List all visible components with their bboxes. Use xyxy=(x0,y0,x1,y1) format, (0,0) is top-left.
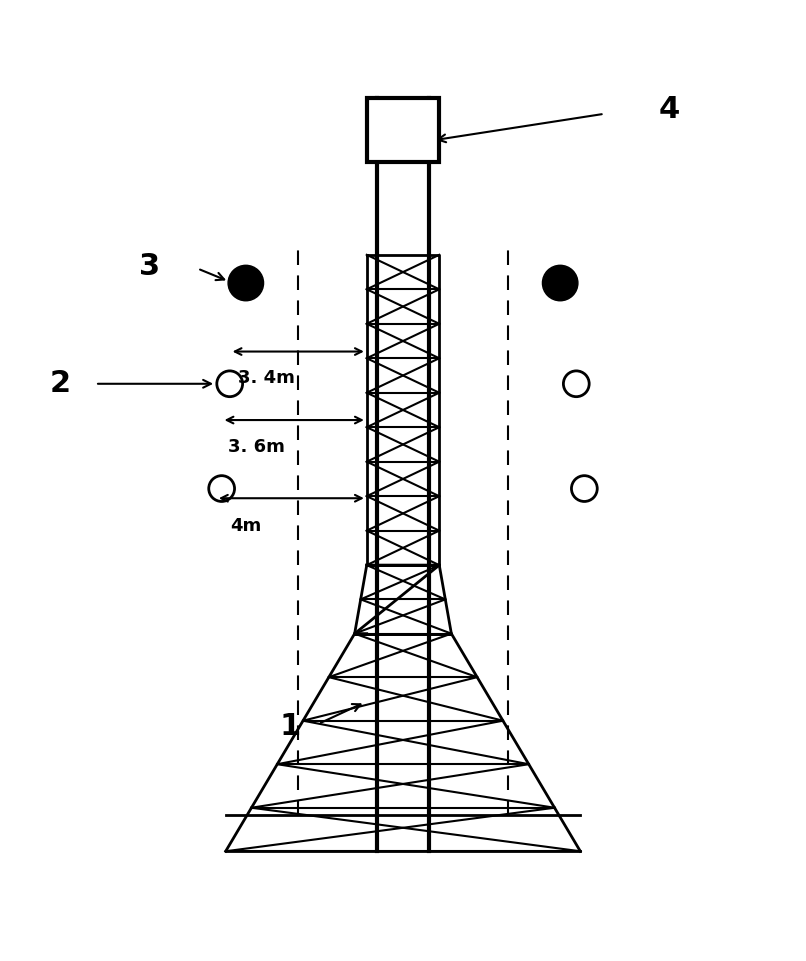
Circle shape xyxy=(542,265,578,301)
Text: 2: 2 xyxy=(50,369,71,398)
Text: 4: 4 xyxy=(659,95,679,124)
Text: 4m: 4m xyxy=(230,517,261,534)
Text: 1: 1 xyxy=(280,712,301,741)
Circle shape xyxy=(228,265,264,301)
Text: 3. 6m: 3. 6m xyxy=(228,438,285,456)
Text: 3: 3 xyxy=(139,253,160,282)
Polygon shape xyxy=(367,98,439,162)
Text: 3. 4m: 3. 4m xyxy=(238,369,295,387)
